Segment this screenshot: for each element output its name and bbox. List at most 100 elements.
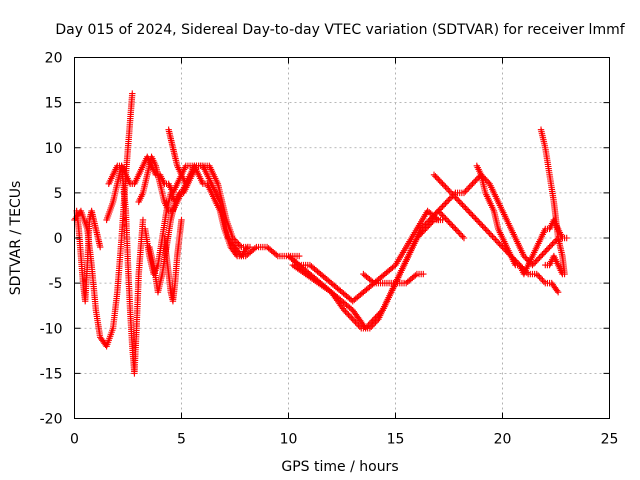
series-trace-h xyxy=(161,216,185,305)
data-point xyxy=(536,273,543,281)
data-point xyxy=(465,185,472,192)
data-point xyxy=(348,314,355,321)
data-point xyxy=(366,325,374,332)
data-point xyxy=(355,322,362,329)
data-point xyxy=(532,258,539,266)
data-point xyxy=(455,197,462,204)
data-point xyxy=(472,177,479,185)
data-point xyxy=(492,236,499,243)
data-point xyxy=(536,254,543,261)
y-tick-label: -20 xyxy=(40,412,63,428)
data-point xyxy=(350,317,358,324)
series-trace-i xyxy=(165,126,189,188)
series-trace-b xyxy=(73,207,104,305)
x-tick-label: 25 xyxy=(601,432,619,448)
data-point xyxy=(460,203,468,210)
data-point xyxy=(368,323,375,330)
series-trace-q xyxy=(537,126,568,278)
data-point xyxy=(463,186,471,194)
data-point xyxy=(489,233,496,240)
data-point xyxy=(420,222,428,230)
data-point xyxy=(296,252,303,260)
data-point xyxy=(522,254,529,261)
data-point xyxy=(459,201,466,209)
data-point xyxy=(453,195,461,203)
series-trace-j xyxy=(285,207,442,305)
data-point xyxy=(349,316,356,323)
data-point xyxy=(470,179,478,186)
data-point xyxy=(171,198,179,206)
data-point xyxy=(467,210,475,218)
y-tick-label: -10 xyxy=(40,321,63,337)
y-tick-label: -15 xyxy=(40,366,63,382)
data-point xyxy=(456,198,463,206)
data-point xyxy=(490,234,498,242)
y-tick-label: -5 xyxy=(49,276,63,292)
data-point xyxy=(486,230,493,237)
data-point xyxy=(232,237,239,245)
data-point xyxy=(534,255,542,263)
data-point xyxy=(539,276,546,284)
data-point xyxy=(251,245,259,252)
data-point xyxy=(369,278,376,286)
data-point xyxy=(480,224,488,231)
data-point xyxy=(436,177,443,185)
data-point xyxy=(439,203,446,210)
series-trace-p xyxy=(473,162,566,278)
data-point xyxy=(477,221,485,228)
data-point xyxy=(537,252,545,260)
data-point xyxy=(446,195,453,203)
data-point xyxy=(353,320,361,327)
data-point xyxy=(235,240,242,248)
data-point xyxy=(460,189,468,197)
data-point xyxy=(243,245,250,252)
label-layer: 0 5 10 15 20 25 -20 -15 -10 -5 0 5 10 15 20 xyxy=(40,51,619,448)
y-tick-label: 20 xyxy=(45,51,63,67)
data-point xyxy=(475,174,482,182)
data-point xyxy=(543,246,550,254)
data-point xyxy=(229,234,237,242)
data-point xyxy=(435,207,442,215)
data-point xyxy=(539,251,546,258)
data-point xyxy=(436,206,443,213)
data-point xyxy=(520,252,528,260)
x-axis-label: GPS time / hours xyxy=(281,459,398,475)
data-point xyxy=(432,210,439,218)
data-point xyxy=(352,319,359,326)
data-point xyxy=(445,218,452,225)
data-point xyxy=(432,173,439,180)
data-point xyxy=(540,278,548,285)
data-point xyxy=(423,219,431,227)
data-point xyxy=(450,191,458,198)
data-point xyxy=(547,242,555,249)
data-point xyxy=(420,270,427,278)
data-point xyxy=(470,213,478,221)
data-point xyxy=(447,194,455,201)
y-tick-label: 10 xyxy=(45,141,63,157)
data-point xyxy=(442,183,449,191)
data-point xyxy=(182,180,189,188)
data-point xyxy=(433,215,440,222)
data-point xyxy=(430,171,438,179)
data-point xyxy=(443,216,451,224)
data-point xyxy=(437,204,445,212)
x-tick-label: 15 xyxy=(387,432,405,448)
data-point xyxy=(453,227,461,234)
data-point xyxy=(370,320,378,327)
data-point xyxy=(462,188,469,195)
data-point xyxy=(476,219,483,227)
data-point xyxy=(273,251,280,258)
data-layer xyxy=(71,90,570,377)
data-point xyxy=(433,209,441,216)
data-point xyxy=(129,90,136,97)
y-axis-label: SDTVAR / TECUs xyxy=(8,181,24,296)
data-point xyxy=(457,200,465,207)
data-point xyxy=(452,225,459,233)
data-point xyxy=(540,249,548,257)
data-point xyxy=(422,221,429,228)
series-trace-f xyxy=(146,162,254,296)
data-point xyxy=(443,198,451,206)
series-trace-g xyxy=(141,189,179,278)
data-point xyxy=(469,212,476,219)
data-point xyxy=(445,197,452,204)
